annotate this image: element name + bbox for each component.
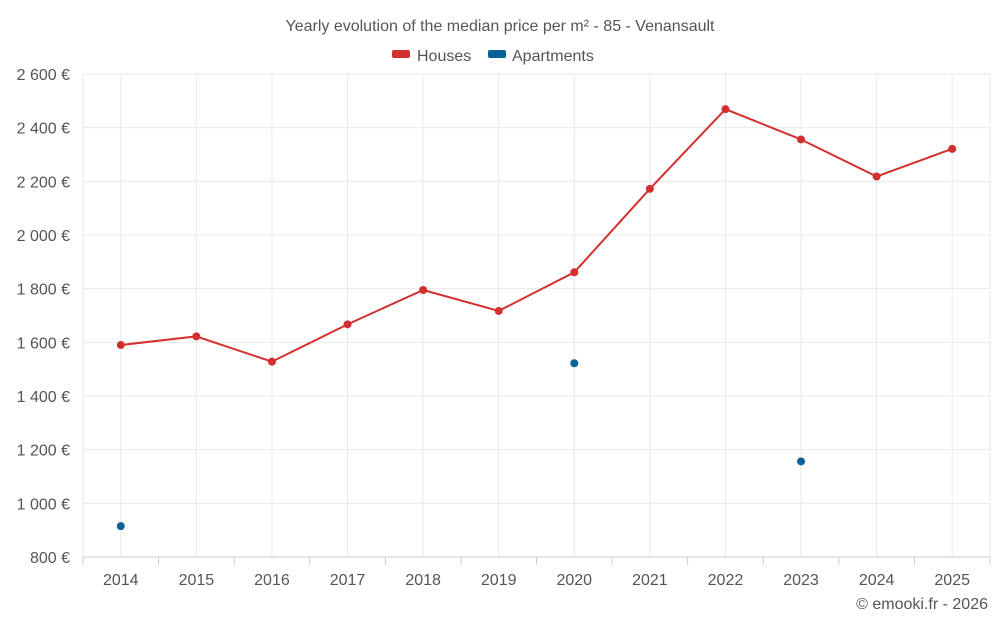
point-apartments-2020[interactable] <box>570 359 579 368</box>
y-tick-label: 1 400 € <box>17 389 70 406</box>
legend-label-apartments: Apartments <box>512 48 594 65</box>
x-tick-label: 2014 <box>103 572 139 589</box>
legend-swatch-apartments <box>488 50 506 58</box>
point-houses-2024[interactable] <box>872 172 881 181</box>
gridlines <box>82 73 991 557</box>
y-tick-label: 1 200 € <box>17 443 70 460</box>
x-tick-label: 2017 <box>330 572 366 589</box>
legend[interactable]: Houses Apartments <box>392 48 594 65</box>
x-tick-label: 2025 <box>934 572 970 589</box>
x-tick-label: 2022 <box>708 572 744 589</box>
point-apartments-2023[interactable] <box>797 457 806 466</box>
point-houses-2022[interactable] <box>721 105 730 114</box>
legend-label-houses: Houses <box>417 48 471 65</box>
point-houses-2014[interactable] <box>116 341 125 350</box>
x-tick-label: 2019 <box>481 572 517 589</box>
point-houses-2023[interactable] <box>797 135 806 144</box>
credit-text: © emooki.fr - 2026 <box>856 596 988 613</box>
x-tick-label: 2018 <box>405 572 441 589</box>
point-houses-2025[interactable] <box>948 144 957 153</box>
chart-title: Yearly evolution of the median price per… <box>286 18 716 35</box>
x-tick-label: 2021 <box>632 572 668 589</box>
y-tick-label: 1 600 € <box>17 335 70 352</box>
y-tick-label: 2 200 € <box>17 174 70 191</box>
point-houses-2021[interactable] <box>645 184 654 193</box>
y-tick-label: 1 800 € <box>17 282 70 299</box>
y-axis: 800 € 1 000 € 1 200 € 1 400 € 1 600 € 1 800 €… <box>17 67 70 567</box>
y-tick-label: 800 € <box>30 550 70 567</box>
y-tick-label: 2 000 € <box>17 228 70 245</box>
point-houses-2015[interactable] <box>192 332 201 341</box>
x-tick-label: 2015 <box>179 572 215 589</box>
legend-item-houses[interactable]: Houses <box>392 48 471 65</box>
point-houses-2019[interactable] <box>494 306 503 315</box>
legend-swatch-houses <box>392 50 410 58</box>
y-tick-label: 2 400 € <box>17 121 70 138</box>
plot-area <box>116 105 957 531</box>
series-line-houses <box>120 108 953 363</box>
point-apartments-2014[interactable] <box>116 522 125 531</box>
point-houses-2020[interactable] <box>570 268 579 277</box>
legend-item-apartments[interactable]: Apartments <box>488 48 594 65</box>
x-axis: 2014 2015 2016 2017 2018 2019 2020 2021 2022 2023… <box>82 556 991 589</box>
y-tick-label: 2 600 € <box>17 67 70 84</box>
point-houses-2017[interactable] <box>343 320 352 329</box>
x-tick-label: 2024 <box>859 572 895 589</box>
y-tick-label: 1 000 € <box>17 496 70 513</box>
point-houses-2016[interactable] <box>267 357 276 366</box>
x-tick-label: 2023 <box>783 572 819 589</box>
point-houses-2018[interactable] <box>419 286 428 295</box>
x-tick-label: 2016 <box>254 572 290 589</box>
x-tick-label: 2020 <box>556 572 592 589</box>
